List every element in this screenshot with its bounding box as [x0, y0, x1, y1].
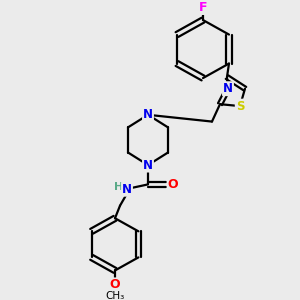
Text: O: O — [168, 178, 178, 191]
Text: N: N — [143, 159, 153, 172]
Text: O: O — [110, 278, 120, 292]
Text: N: N — [223, 82, 233, 95]
Text: S: S — [236, 100, 244, 112]
Text: F: F — [199, 1, 207, 14]
Text: CH₃: CH₃ — [105, 291, 124, 300]
Text: H: H — [114, 182, 124, 192]
Text: N: N — [143, 108, 153, 121]
Text: N: N — [122, 183, 132, 196]
